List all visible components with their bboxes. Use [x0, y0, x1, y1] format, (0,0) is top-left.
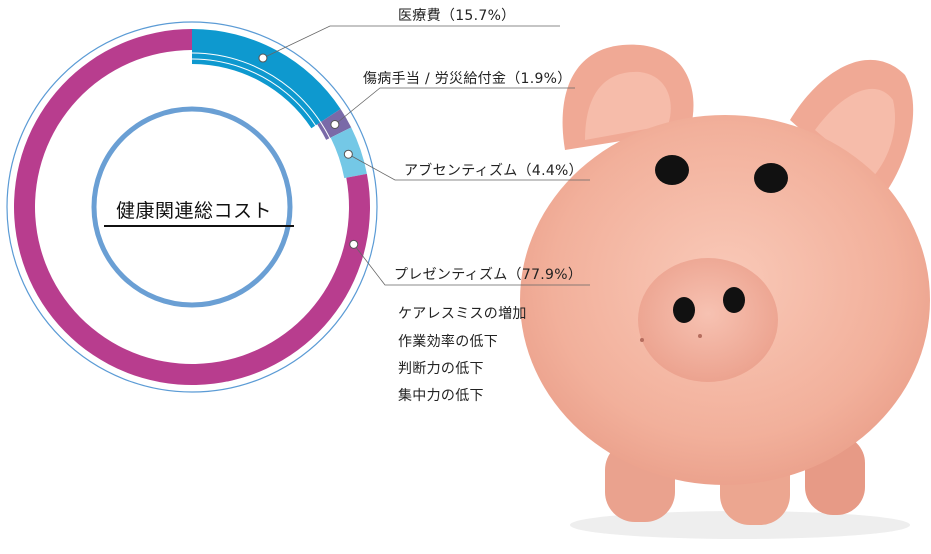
leader-line	[334, 87, 575, 125]
slice-label-medical: 医療費（15.7%）	[398, 8, 516, 24]
leader-marker	[349, 239, 359, 249]
outer-ring	[6, 21, 378, 393]
pig-nostril-right	[723, 287, 745, 313]
pig-ear-right-inner	[815, 88, 896, 178]
segment-divider-arc	[191, 64, 333, 181]
segment-divider-arc	[191, 88, 309, 186]
segment-divider-arc	[191, 70, 327, 182]
pig-eye-left	[655, 155, 689, 185]
pig-ear-left-inner	[585, 71, 671, 140]
center-label-underline	[104, 225, 294, 227]
pig-snout	[638, 258, 778, 382]
segment-divider-arc	[191, 52, 344, 179]
leader-marker	[258, 53, 268, 63]
segment-divider-arc	[191, 94, 303, 187]
breakdown-item: 判断力の低下	[398, 361, 484, 377]
segment-divider-arc	[191, 76, 321, 183]
pig-nostril-left	[673, 297, 695, 323]
leader-line	[348, 153, 590, 181]
breakdown-item: 集中力の低下	[398, 388, 484, 404]
leader-line	[262, 25, 560, 59]
slice-label-presenteeism: プレゼンティズム（77.9%）	[394, 267, 583, 283]
breakdown-item: ケアレスミスの増加	[398, 306, 527, 322]
leader-marker	[330, 120, 340, 129]
slice-label-injury: 傷病手当 / 労災給付金（1.9%）	[363, 71, 572, 87]
leader-lines	[258, 25, 590, 286]
inner-ring	[91, 106, 293, 308]
piggy-bank-illustration	[520, 44, 930, 539]
breakdown-item: 作業効率の低下	[398, 334, 499, 350]
segment-divider-arc	[191, 58, 338, 180]
pig-eye-right	[754, 163, 788, 193]
leader-line	[353, 244, 590, 286]
slice-label-absenteeism: アブセンティズム（4.4%）	[404, 163, 583, 179]
health-cost-donut	[6, 21, 378, 393]
segment-divider-arc	[191, 82, 315, 185]
leader-marker	[343, 149, 353, 159]
chart-center-label: 健康関連総コスト	[115, 200, 272, 222]
